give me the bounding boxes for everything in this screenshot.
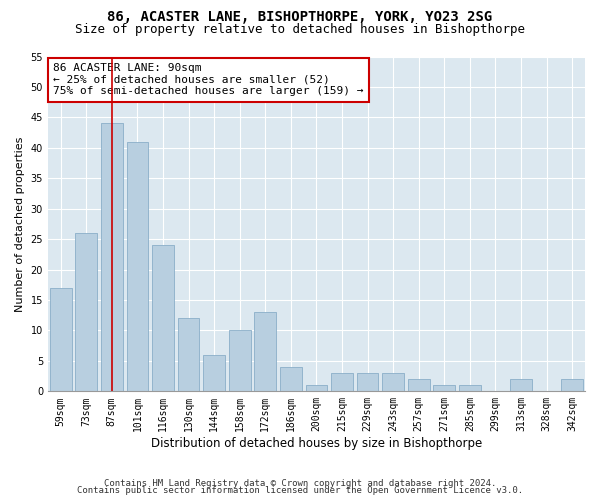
- Bar: [101, 124, 123, 392]
- Bar: [433, 385, 455, 392]
- Bar: [305, 385, 328, 392]
- Bar: [203, 355, 225, 392]
- Bar: [331, 373, 353, 392]
- Bar: [127, 142, 148, 392]
- Bar: [382, 373, 404, 392]
- Bar: [357, 373, 379, 392]
- Bar: [50, 288, 71, 392]
- Text: Contains HM Land Registry data © Crown copyright and database right 2024.: Contains HM Land Registry data © Crown c…: [104, 478, 496, 488]
- Text: Contains public sector information licensed under the Open Government Licence v3: Contains public sector information licen…: [77, 486, 523, 495]
- Bar: [76, 233, 97, 392]
- Bar: [178, 318, 199, 392]
- Bar: [229, 330, 251, 392]
- Text: 86, ACASTER LANE, BISHOPTHORPE, YORK, YO23 2SG: 86, ACASTER LANE, BISHOPTHORPE, YORK, YO…: [107, 10, 493, 24]
- Bar: [459, 385, 481, 392]
- Bar: [562, 379, 583, 392]
- Y-axis label: Number of detached properties: Number of detached properties: [15, 136, 25, 312]
- Bar: [254, 312, 276, 392]
- Bar: [280, 367, 302, 392]
- Text: 86 ACASTER LANE: 90sqm
← 25% of detached houses are smaller (52)
75% of semi-det: 86 ACASTER LANE: 90sqm ← 25% of detached…: [53, 63, 364, 96]
- Bar: [152, 245, 174, 392]
- Text: Size of property relative to detached houses in Bishopthorpe: Size of property relative to detached ho…: [75, 22, 525, 36]
- X-axis label: Distribution of detached houses by size in Bishopthorpe: Distribution of detached houses by size …: [151, 437, 482, 450]
- Bar: [510, 379, 532, 392]
- Bar: [408, 379, 430, 392]
